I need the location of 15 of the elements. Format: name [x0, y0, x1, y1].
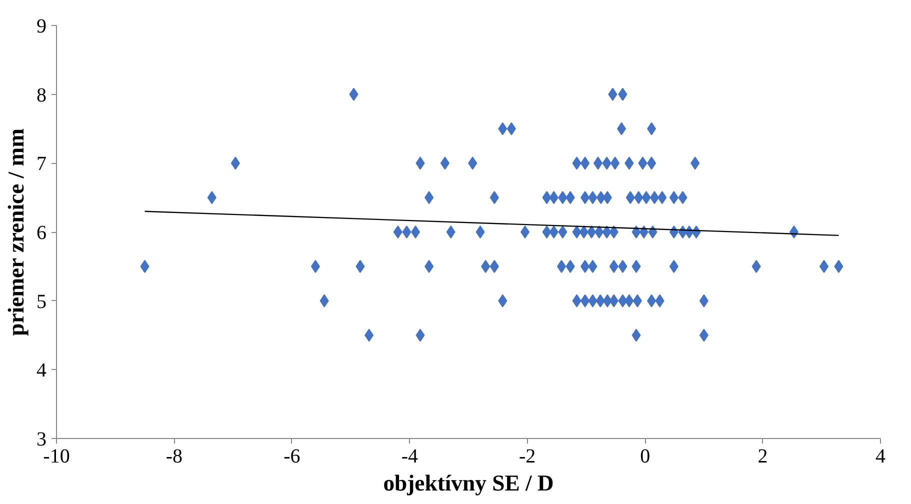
- x-tick-label: -8: [166, 446, 183, 468]
- x-tick-label: -6: [284, 446, 300, 468]
- y-tick-label: 4: [36, 360, 46, 382]
- y-axis-title: priemer zrenice / mm: [4, 128, 28, 336]
- x-tick-label: -4: [401, 446, 418, 468]
- x-tick-label: 2: [758, 446, 768, 468]
- y-tick-label: 7: [36, 153, 46, 176]
- x-tick-label: 4: [876, 446, 886, 468]
- x-tick-label: -2: [519, 446, 536, 468]
- y-tick-label: 5: [36, 290, 46, 313]
- y-tick-label: 8: [36, 84, 46, 106]
- y-tick-label: 9: [36, 16, 46, 38]
- x-axis-title: objektívny SE / D: [383, 470, 554, 496]
- x-tick-label: 0: [640, 446, 650, 468]
- y-tick-label: 6: [36, 222, 46, 244]
